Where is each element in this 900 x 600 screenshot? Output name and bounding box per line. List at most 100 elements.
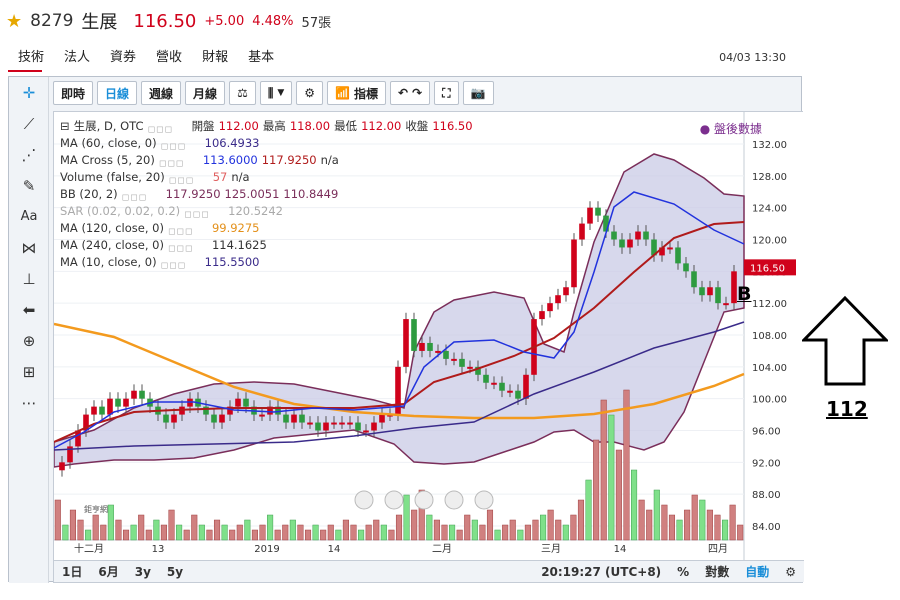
pattern-icon[interactable]: ⋈	[21, 238, 37, 257]
volume-bar	[411, 509, 418, 541]
clock-readout: 20:19:27 (UTC+8)	[541, 564, 662, 579]
range-bar: 1日 6月 3y 5y 20:19:27 (UTC+8) % 對數 自動 ⚙	[54, 560, 804, 582]
measure-icon[interactable]: ⊥	[22, 269, 36, 288]
volume-bar	[646, 509, 653, 541]
ma10-label: MA (10, close, 0)	[60, 255, 157, 269]
candle-body	[91, 406, 97, 415]
range-1d-button[interactable]: 1日	[62, 565, 83, 579]
weekly-button[interactable]: 週線	[141, 81, 182, 105]
tab-revenue[interactable]: 營收	[156, 50, 183, 65]
log-toggle[interactable]: 對數	[705, 565, 730, 579]
legend-controls-icon[interactable]: ◻◻◻	[184, 209, 210, 220]
high-label: 最高	[262, 119, 286, 133]
ma-cross-slow-line	[54, 221, 745, 443]
bottom-gear-icon[interactable]: ⚙	[785, 564, 796, 579]
annotation-b: B	[737, 283, 752, 305]
fullscreen-button[interactable]: ⛶	[434, 81, 459, 105]
volume-bar	[471, 519, 478, 541]
collapse-icon[interactable]: ⊟	[60, 119, 70, 133]
legend-controls-icon[interactable]: ◻◻◻	[167, 226, 194, 237]
tab-financials[interactable]: 財報	[202, 50, 229, 65]
tab-institutional[interactable]: 法人	[64, 50, 91, 65]
candle-body	[371, 422, 377, 431]
high-value: 118.00	[289, 119, 331, 133]
indicators-button[interactable]: 📶 指標	[327, 81, 387, 105]
candle-body	[571, 239, 577, 288]
legend-controls-icon[interactable]: ◻◻◻	[147, 124, 173, 135]
candle-body	[411, 319, 417, 351]
legend-controls-icon[interactable]: ◻◻◻	[158, 158, 185, 169]
settings-button[interactable]: ⚙	[296, 81, 324, 105]
candle-body	[659, 247, 665, 256]
tab-technical[interactable]: 技術	[18, 50, 45, 65]
volume-bar	[251, 529, 258, 541]
candle-body	[259, 414, 265, 417]
price-axis-bg	[744, 112, 804, 562]
arrow-left-icon[interactable]: ⬅	[22, 300, 36, 319]
tab-margin[interactable]: 資券	[110, 50, 137, 65]
ruler-icon[interactable]: ⊞	[22, 362, 36, 381]
candle-body	[691, 271, 697, 288]
range-5y-button[interactable]: 5y	[166, 564, 184, 579]
candle-body	[83, 414, 89, 431]
volume-bar	[297, 524, 304, 541]
tab-basic[interactable]: 基本	[248, 50, 275, 65]
range-3y-button[interactable]: 3y	[134, 564, 151, 579]
more-icon[interactable]: ⋯	[21, 393, 37, 412]
daily-button[interactable]: 日線	[97, 81, 138, 105]
fib-icon[interactable]: ⋰	[21, 145, 37, 164]
chart-svg[interactable]: 132.00128.00124.00120.00116.00112.00108.…	[54, 112, 804, 562]
auto-toggle[interactable]: 自動	[745, 565, 770, 579]
zoom-icon[interactable]: ⊕	[22, 331, 36, 350]
macross-a: 113.6000	[202, 153, 258, 167]
candle-body	[499, 382, 505, 391]
candle-body	[355, 422, 361, 431]
trend-line-icon[interactable]: ⟋	[23, 114, 35, 133]
chart-type-button[interactable]: ⫼ ▼	[259, 81, 293, 105]
legend-controls-icon[interactable]: ◻◻◻	[121, 192, 148, 203]
percent-toggle[interactable]: %	[677, 564, 690, 579]
volume-bar	[145, 529, 152, 541]
range-6m-button[interactable]: 6月	[98, 565, 119, 579]
after-hours-link[interactable]: ● 盤後數據	[699, 122, 762, 136]
volume-bar	[502, 524, 509, 541]
candle-body	[643, 231, 649, 240]
volume-bar	[638, 499, 645, 541]
volume-bar	[213, 519, 221, 541]
legend-controls-icon[interactable]: ◻◻◻	[160, 141, 187, 152]
y-tick-label: 92.00	[752, 458, 781, 469]
candle-body	[67, 446, 73, 463]
snapshot-button[interactable]: 📷	[462, 81, 494, 105]
stock-name: 生展	[81, 12, 118, 33]
volume-bar	[373, 519, 380, 541]
gear-icon: ⚙	[304, 86, 316, 100]
undo-redo-button[interactable]: ↶ ↷	[390, 81, 431, 105]
chart-toolbar: 即時 日線 週線 月線 ⚖ ⫼ ▼ ⚙ 📶 指標 ↶ ↷ ⛶ 📷	[53, 81, 494, 107]
crosshair-icon[interactable]: ✛	[22, 83, 36, 102]
legend-controls-icon[interactable]: ◻◻◻	[168, 175, 195, 186]
candle-body	[523, 374, 529, 399]
volume-bar	[342, 519, 349, 541]
candle-body	[515, 390, 521, 399]
volume-bar	[631, 469, 638, 541]
ma10-value: 115.5500	[204, 255, 260, 269]
favorite-star-icon[interactable]: ★	[6, 10, 23, 32]
candle-body	[235, 398, 241, 407]
price-chart[interactable]: 132.00128.00124.00120.00116.00112.00108.…	[53, 111, 804, 583]
brush-icon[interactable]: ✎	[22, 176, 36, 195]
compare-button[interactable]: ⚖	[229, 81, 256, 105]
text-tool-icon[interactable]: Aa	[20, 209, 38, 224]
monthly-button[interactable]: 月線	[185, 81, 226, 105]
active-tab-indicator	[8, 70, 42, 72]
legend-controls-icon[interactable]: ◻◻◻	[167, 243, 194, 254]
volume-bar	[623, 389, 630, 541]
sar-label: SAR (0.02, 0.02, 0.2)	[60, 204, 181, 218]
low-label: 最低	[334, 119, 358, 133]
intraday-button[interactable]: 即時	[53, 81, 94, 105]
volume-bar	[289, 519, 296, 541]
y-tick-label: 112.00	[752, 299, 787, 310]
candle-body	[323, 422, 329, 431]
candle-body	[547, 303, 553, 312]
legend-controls-icon[interactable]: ◻◻◻	[160, 260, 187, 271]
volume-bar	[176, 524, 183, 541]
